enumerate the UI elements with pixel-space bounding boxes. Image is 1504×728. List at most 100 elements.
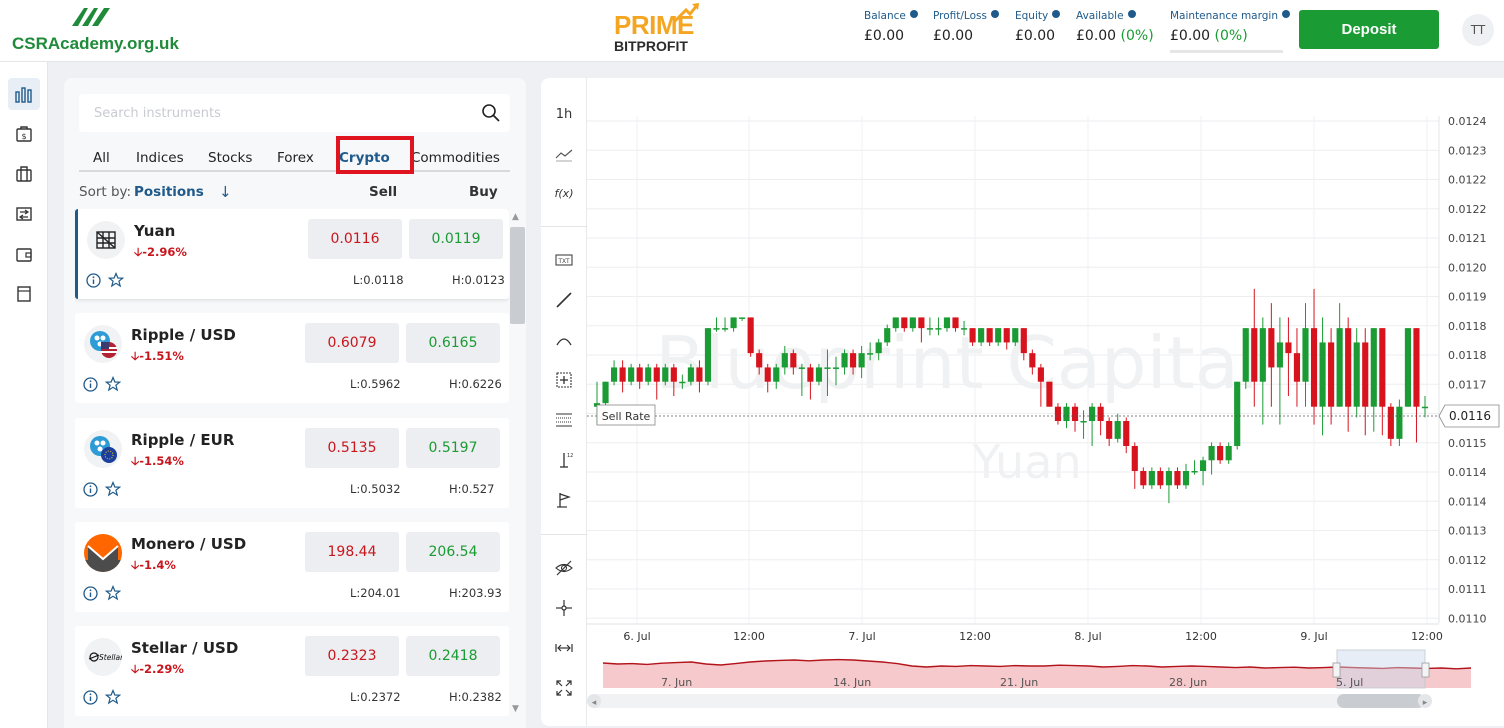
- current-price-tag-box: [1438, 404, 1500, 428]
- search-box: [79, 94, 510, 132]
- candle-up: [1404, 328, 1412, 407]
- y-tick-label: 0.0114: [1448, 495, 1487, 508]
- interval-button[interactable]: 1h: [555, 106, 573, 122]
- text-tool-button[interactable]: TXT: [549, 246, 579, 274]
- instrument-change: 🡣-1.4%: [131, 558, 176, 572]
- instrument-card-monero-usd[interactable]: Monero / USD 🡣-1.4% 198.44 206.54 L:204.…: [75, 522, 509, 612]
- info-icon[interactable]: [1127, 10, 1136, 18]
- candle-up: [610, 367, 618, 382]
- sell-price-button[interactable]: 0.5135: [305, 428, 399, 468]
- sell-price-button[interactable]: 198.44: [305, 532, 399, 572]
- candle-down: [1217, 446, 1224, 461]
- range-navigator[interactable]: 7. Jun 14. Jun 21. Jun 28. Jun 5. Jul ◂ ▸: [587, 649, 1472, 708]
- candle-down: [1123, 421, 1130, 446]
- buy-price-button[interactable]: 0.5197: [406, 428, 500, 468]
- tab-stocks[interactable]: Stocks: [208, 150, 253, 166]
- navigator-scroll-left-button: [587, 694, 601, 708]
- sort-down-arrow-icon[interactable]: ↓: [219, 183, 232, 201]
- candle-down: [969, 328, 976, 343]
- sell-rate-label-box: [596, 404, 656, 426]
- buy-price-button[interactable]: 0.2418: [406, 636, 500, 676]
- sell-price-button[interactable]: 0.0116: [308, 219, 402, 259]
- nav-briefcase[interactable]: [8, 158, 40, 190]
- candle-up: [909, 317, 916, 329]
- y-tick-label: 0.0115: [1448, 437, 1487, 450]
- info-icon[interactable]: [1282, 10, 1290, 18]
- site-logo-text: CSRAcademy.org.uk: [12, 34, 179, 53]
- avatar[interactable]: TT: [1462, 14, 1494, 46]
- deposit-button[interactable]: Deposit: [1299, 10, 1439, 49]
- instrument-card-ripple-usd[interactable]: Ripple / USD 🡣-1.51% 0.6079 0.6165 L:0.5…: [75, 313, 509, 403]
- crosshair-button[interactable]: [549, 594, 579, 622]
- brand-logo[interactable]: PRIME BITPROFIT: [612, 2, 700, 58]
- sort-value[interactable]: Positions: [134, 184, 204, 200]
- instrument-name: Stellar / USD: [131, 639, 239, 657]
- stat-value: £0.00: [1170, 28, 1211, 44]
- nav-transfer[interactable]: [8, 198, 40, 230]
- tab-crypto[interactable]: Crypto: [339, 150, 390, 166]
- star-icon[interactable]: [108, 272, 124, 288]
- crosshair-box-button[interactable]: [549, 366, 579, 394]
- tab-indices[interactable]: Indices: [136, 150, 184, 166]
- scrollbar-thumb[interactable]: [510, 227, 525, 324]
- site-logo[interactable]: CSRAcademy.org.uk: [10, 4, 180, 56]
- fit-width-button[interactable]: [549, 634, 579, 662]
- navigator-selection: [1336, 649, 1426, 689]
- nav-chart-bars[interactable]: [8, 78, 40, 110]
- buy-price-button[interactable]: 0.0119: [409, 219, 503, 259]
- star-icon[interactable]: [105, 585, 121, 601]
- scroll-up-icon[interactable]: ▲: [512, 212, 519, 222]
- measure-tool-button[interactable]: 123: [549, 446, 579, 474]
- info-icon[interactable]: [83, 586, 98, 601]
- scroll-down-icon[interactable]: ▼: [512, 704, 519, 714]
- navigator-area: [603, 659, 1471, 688]
- info-icon[interactable]: [83, 690, 98, 705]
- info-icon[interactable]: [83, 482, 98, 497]
- info-icon[interactable]: [990, 10, 999, 18]
- candle-down: [670, 367, 677, 382]
- hide-drawings-button[interactable]: [549, 554, 579, 582]
- nav-money[interactable]: $: [8, 118, 40, 150]
- tab-forex[interactable]: Forex: [277, 150, 314, 166]
- stat-profit-loss: Profit/Loss £0.00: [933, 10, 999, 44]
- y-tick-label: 0.0122: [1448, 203, 1487, 216]
- price-chart[interactable]: Blueprint Capital Yuan 0.01240.01230.012…: [587, 78, 1504, 726]
- candle-up: [1421, 406, 1429, 409]
- info-icon[interactable]: [86, 273, 101, 288]
- star-icon[interactable]: [105, 376, 121, 392]
- stat-label: Profit/Loss: [933, 10, 987, 22]
- candle-up: [628, 367, 635, 382]
- star-icon[interactable]: [105, 689, 121, 705]
- flag-tool-button[interactable]: [549, 486, 579, 514]
- fullscreen-button[interactable]: [549, 674, 579, 702]
- candle-up: [884, 328, 891, 343]
- toolbar-divider: [541, 226, 587, 227]
- search-input[interactable]: [79, 94, 469, 132]
- instrument-list-scrollbar[interactable]: ▲ ▼: [509, 210, 526, 726]
- buy-price-button[interactable]: 206.54: [406, 532, 500, 572]
- tab-all[interactable]: All: [93, 150, 110, 166]
- tab-commodities[interactable]: Commodities: [411, 150, 500, 166]
- curve-tool-button[interactable]: [549, 326, 579, 354]
- instrument-card-yuan[interactable]: Yuan 🡣-2.96% 0.0116 0.0119 L:0.0118 H:0.…: [75, 209, 509, 299]
- line-tool-button[interactable]: [549, 286, 579, 314]
- buy-price-button[interactable]: 0.6165: [406, 323, 500, 363]
- info-icon[interactable]: [909, 10, 918, 18]
- nav-document[interactable]: [8, 278, 40, 310]
- star-icon[interactable]: [105, 481, 121, 497]
- info-icon[interactable]: [83, 377, 98, 392]
- high-value: H:203.93: [449, 586, 502, 600]
- instrument-card-ripple-eur[interactable]: Ripple / EUR 🡣-1.54% 0.5135 0.5197 L:0.5…: [75, 418, 509, 508]
- candle-down: [747, 317, 754, 354]
- chart-type-button[interactable]: [549, 140, 579, 168]
- x-axis: 6. Jul 12:00 7. Jul 12:00 8. Jul 12:00 9. Jul 1…: [587, 623, 1443, 643]
- info-icon[interactable]: [1052, 10, 1061, 18]
- nav-wallet[interactable]: [8, 238, 40, 270]
- indicators-button[interactable]: f(x): [554, 186, 574, 200]
- search-icon[interactable]: [481, 103, 501, 123]
- sell-price-button[interactable]: 0.2323: [305, 636, 399, 676]
- sell-price-button[interactable]: 0.6079: [305, 323, 399, 363]
- navigator-tick-label: 14. Jun: [833, 676, 871, 689]
- fibonacci-tool-button[interactable]: [549, 406, 579, 434]
- instrument-card-stellar-usd[interactable]: Stellar Stellar / USD 🡣-2.29% 0.2323 0.2…: [75, 626, 509, 716]
